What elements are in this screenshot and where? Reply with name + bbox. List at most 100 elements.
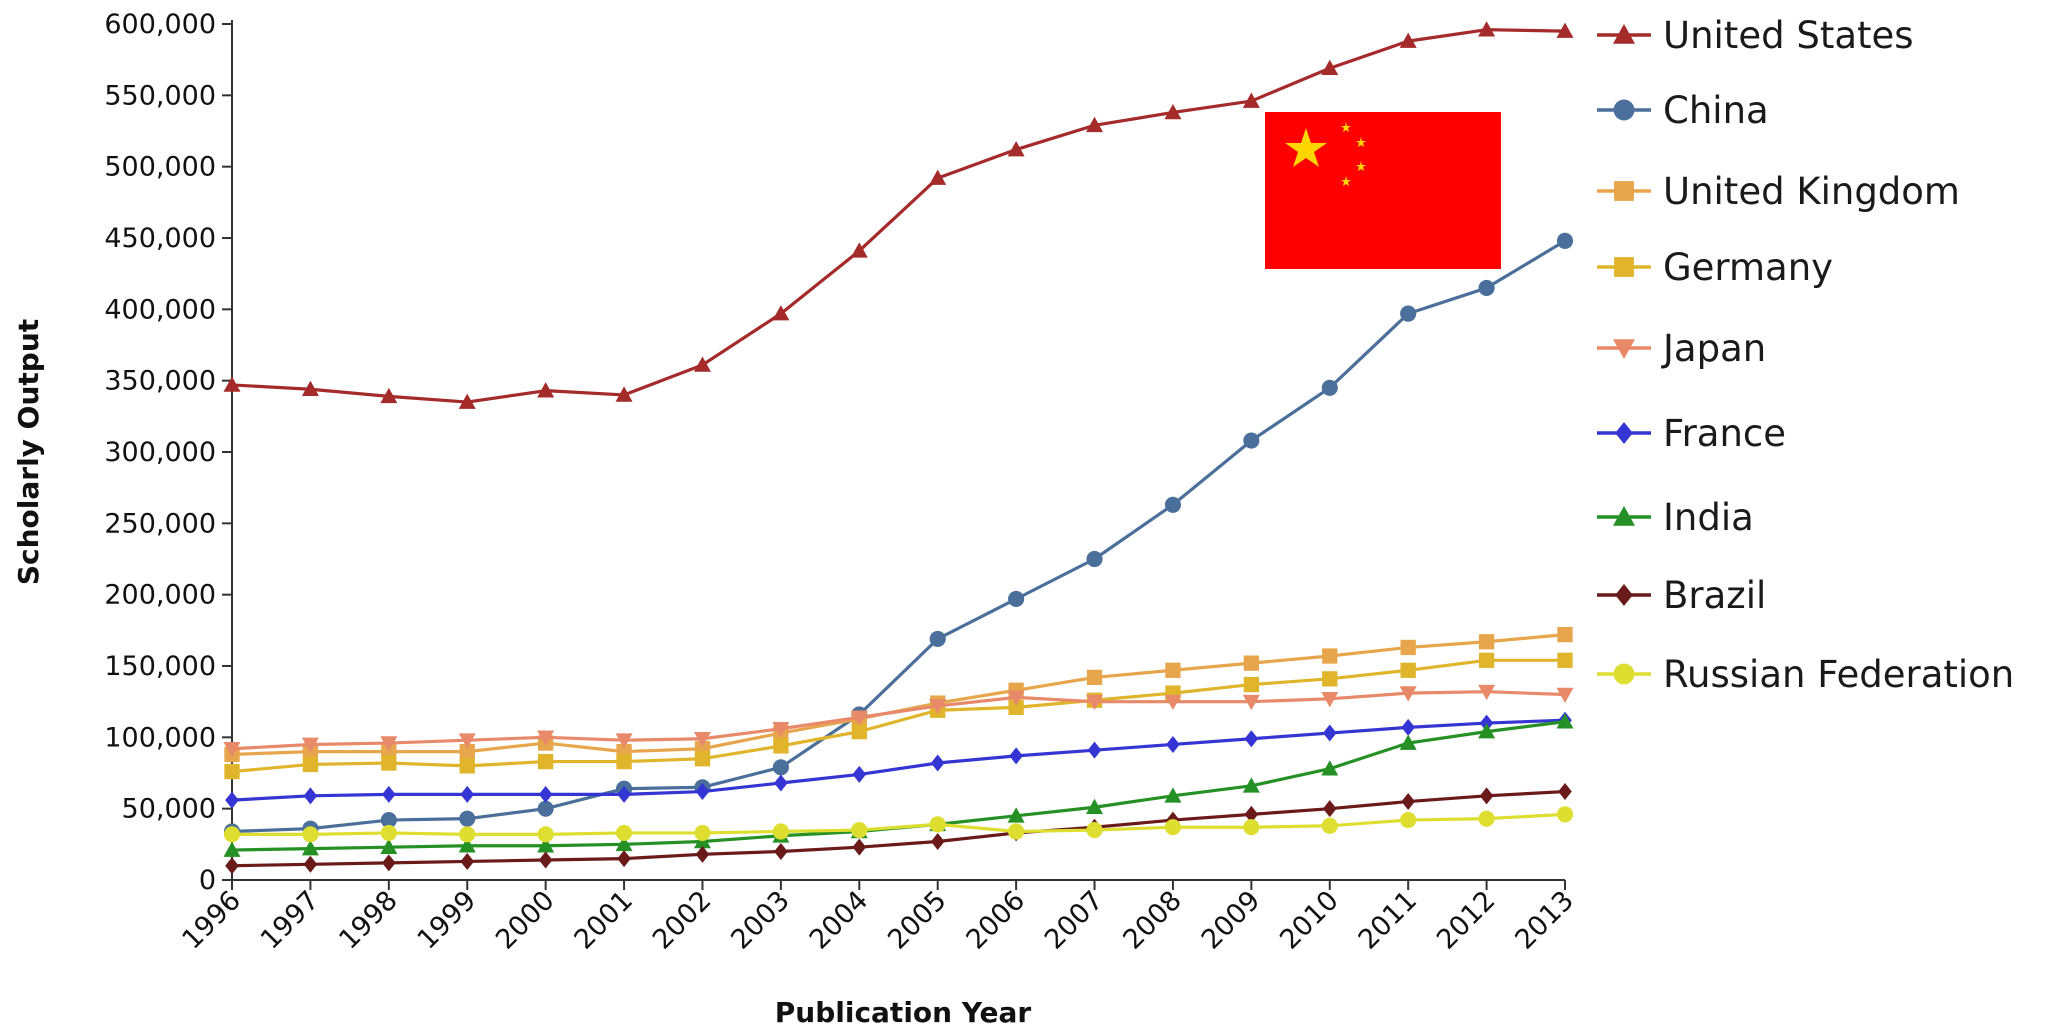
data-point-france (1401, 718, 1415, 736)
x-tick-label: 1997 (255, 885, 326, 956)
data-point-china (1556, 232, 1574, 249)
data-point-japan (850, 710, 868, 726)
chart-series (223, 21, 1574, 875)
data-point-united-states (301, 380, 319, 397)
data-point-brazil (1322, 800, 1337, 818)
data-point-france (852, 765, 867, 783)
legend-item-china: China (1597, 89, 1769, 132)
data-point-russian-federation (1164, 819, 1182, 836)
legend-label: China (1663, 89, 1769, 132)
data-point-germany (1322, 671, 1338, 687)
data-point-india (615, 835, 633, 852)
x-tick-label: 2005 (882, 885, 953, 956)
x-tick-label: 2007 (1039, 885, 1110, 956)
data-point-china (459, 810, 476, 827)
data-point-india (1086, 798, 1104, 815)
data-point-brazil (852, 838, 867, 856)
data-point-russian-federation (537, 826, 554, 843)
data-point-india (1399, 734, 1417, 750)
y-tick-label: 400,000 (104, 294, 216, 325)
data-point-united-kingdom (1400, 639, 1416, 656)
data-point-france (1244, 730, 1259, 748)
series-united-states (223, 21, 1574, 409)
y-tick-label: 300,000 (104, 437, 216, 468)
series-brazil (225, 783, 1572, 875)
x-tick-label: 1999 (412, 885, 483, 956)
legend-marker (1614, 257, 1634, 277)
legend-label: India (1663, 496, 1754, 539)
flag-small-star (1341, 122, 1351, 132)
data-point-france (382, 785, 396, 803)
y-tick-label: 600,000 (104, 9, 216, 40)
data-point-united-states (1399, 32, 1417, 48)
data-point-brazil (930, 832, 945, 850)
legend-label: Germany (1663, 246, 1833, 289)
data-point-brazil (617, 850, 631, 868)
y-tick-label: 450,000 (104, 223, 216, 254)
data-point-germany (1243, 676, 1260, 693)
legend-item-brazil: Brazil (1597, 574, 1766, 617)
data-point-germany (459, 758, 475, 774)
data-point-russian-federation (772, 823, 789, 840)
legend-marker (1615, 584, 1633, 606)
data-point-united-kingdom (1086, 669, 1103, 686)
series-germany (224, 652, 1573, 780)
legend-item-japan: Japan (1597, 327, 1766, 370)
data-point-france (225, 791, 239, 809)
data-point-russian-federation (851, 821, 868, 839)
data-point-germany (537, 753, 554, 770)
data-point-russian-federation (1086, 821, 1103, 839)
data-point-germany (616, 753, 632, 770)
data-point-france (1479, 714, 1494, 732)
data-point-india (1242, 777, 1260, 793)
series-line-brazil (231, 789, 1566, 868)
legend-item-united-kingdom: United Kingdom (1597, 170, 1960, 213)
data-point-united-kingdom (1322, 648, 1338, 664)
data-point-japan (929, 699, 947, 715)
data-point-united-kingdom (1165, 662, 1181, 678)
data-point-united-states (693, 356, 711, 372)
data-point-france (538, 785, 553, 803)
legend-marker (1613, 506, 1635, 526)
data-point-united-states (1007, 141, 1025, 157)
data-point-united-kingdom (1243, 655, 1260, 671)
data-point-china (380, 812, 397, 829)
data-point-united-states (1086, 116, 1104, 133)
data-point-united-states (1478, 21, 1496, 37)
legend-item-india: India (1597, 496, 1754, 539)
data-point-russian-federation (223, 826, 241, 843)
data-point-united-kingdom (1478, 634, 1495, 650)
data-point-russian-federation (929, 816, 946, 833)
series-france (225, 711, 1572, 809)
data-point-india (1007, 807, 1025, 823)
data-point-france (1009, 747, 1023, 765)
data-point-japan (458, 733, 476, 749)
y-tick-label: 50,000 (122, 794, 216, 825)
legend-marker (1613, 339, 1635, 359)
legend-label: Japan (1661, 327, 1766, 370)
data-point-india (1164, 787, 1182, 803)
data-point-russian-federation (1008, 823, 1025, 840)
y-tick-label: 500,000 (104, 152, 216, 183)
legend-marker (1613, 663, 1635, 685)
data-point-russian-federation (615, 824, 633, 841)
data-point-brazil (460, 852, 475, 870)
series-russian-federation (223, 806, 1574, 843)
x-tick-label: 2006 (961, 885, 1032, 956)
legend-label: Brazil (1663, 574, 1766, 617)
data-point-brazil (695, 845, 710, 863)
data-point-united-states (615, 386, 633, 402)
legend-label: Russian Federation (1663, 653, 2014, 696)
data-point-china (929, 630, 946, 647)
data-point-india (301, 840, 319, 856)
x-tick-label: 2002 (647, 885, 718, 956)
x-tick-label: 2013 (1509, 885, 1580, 956)
data-point-brazil (382, 854, 396, 872)
data-point-united-states (850, 242, 868, 258)
data-point-france (617, 785, 631, 803)
series-line-united-states (231, 28, 1566, 404)
y-tick-label: 200,000 (104, 580, 216, 611)
data-point-germany (381, 755, 397, 771)
data-point-france (1322, 724, 1337, 742)
data-point-germany (302, 756, 319, 773)
